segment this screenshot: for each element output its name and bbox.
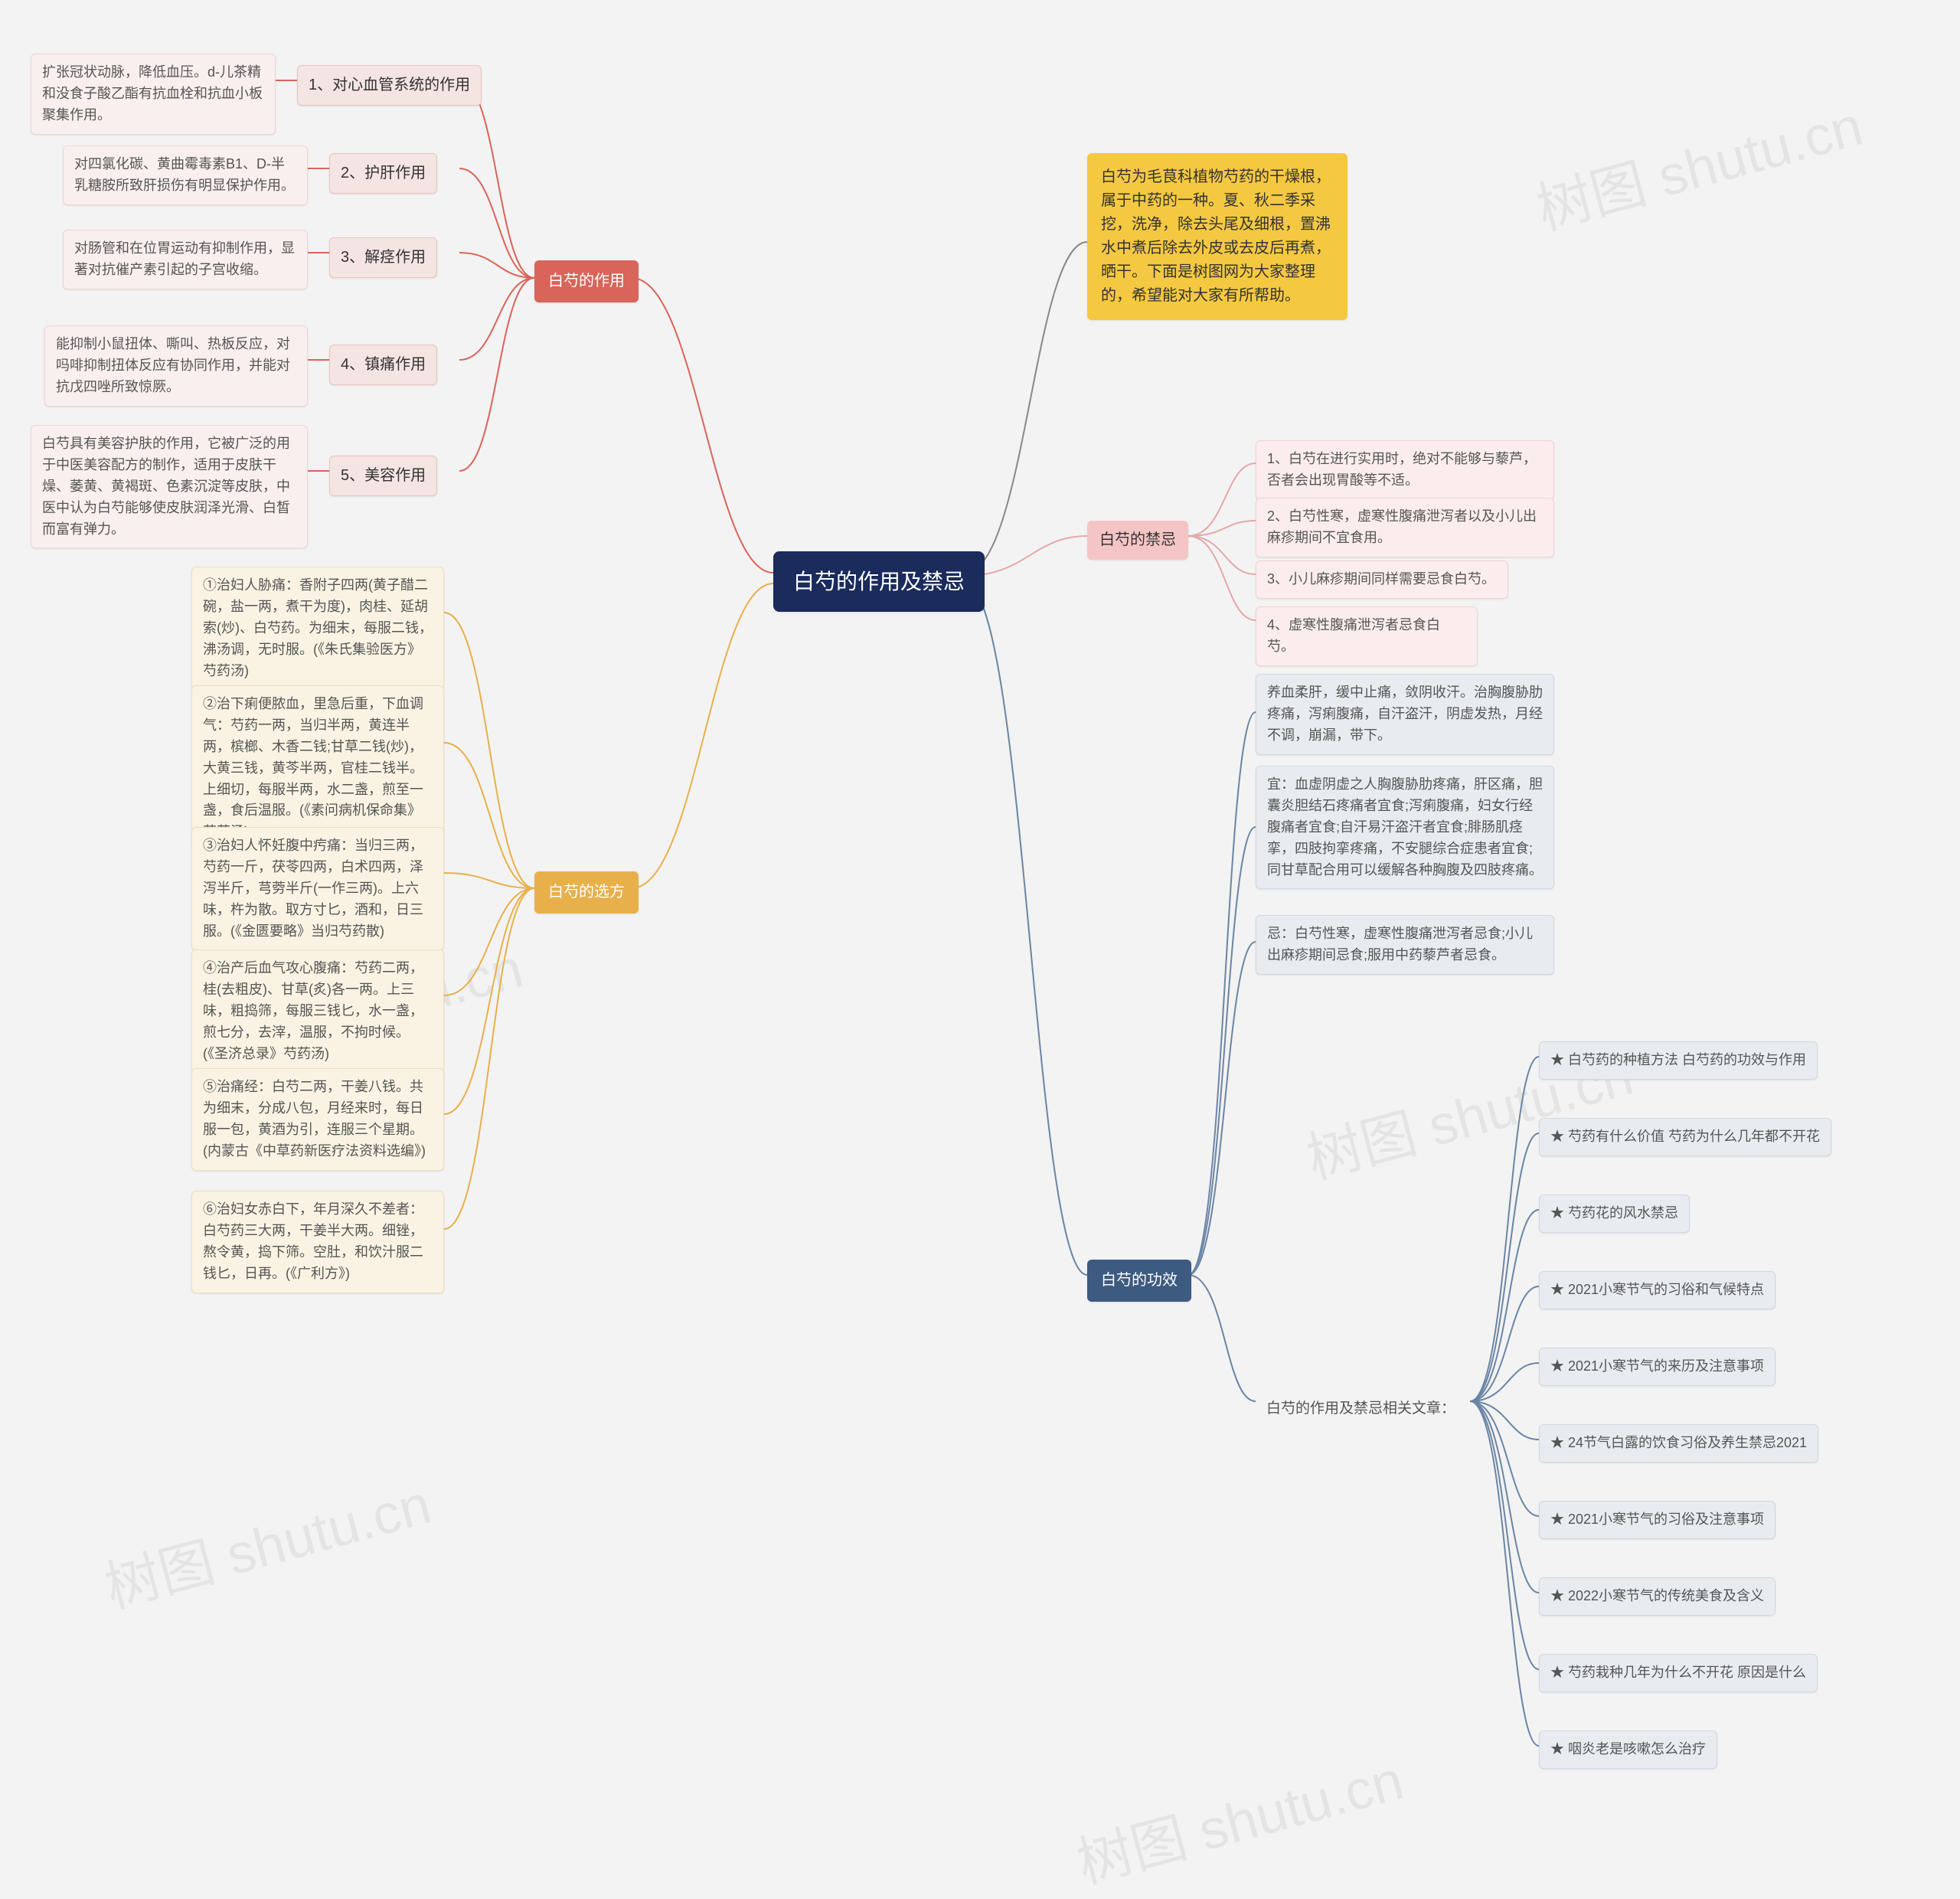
watermark: 树图 shutu.cn <box>1067 1734 1411 1898</box>
related-5[interactable]: ★ 2021小寒节气的来历及注意事项 <box>1539 1348 1775 1386</box>
effect-item-3[interactable]: 3、解痉作用 <box>329 237 437 278</box>
prescription-6: ⑥治妇女赤白下，年月深久不差者：白芍药三大两，干姜半大两。细锉，熬令黄，捣下筛。… <box>191 1191 444 1293</box>
related-7[interactable]: ★ 2021小寒节气的习俗及注意事项 <box>1539 1501 1775 1539</box>
watermark: 树图 shutu.cn <box>1527 80 1870 244</box>
effect-detail-1: 扩张冠状动脉，降低血压。d-儿茶精和没食子酸乙酯有抗血栓和抗血小板聚集作用。 <box>31 54 276 135</box>
effect-item-5[interactable]: 5、美容作用 <box>329 456 437 496</box>
effect-detail-3: 对肠管和在位胃运动有抑制作用，显著对抗催产素引起的子宫收缩。 <box>63 230 308 289</box>
taboo-node[interactable]: 白芍的禁忌 <box>1087 521 1188 560</box>
prescriptions-node[interactable]: 白芍的选方 <box>534 871 639 914</box>
effect-detail-2: 对四氯化碳、黄曲霉毒素B1、D-半乳糖胺所致肝损伤有明显保护作用。 <box>63 145 308 205</box>
effects-node[interactable]: 白芍的作用 <box>534 260 639 302</box>
benefits-node[interactable]: 白芍的功效 <box>1087 1260 1191 1302</box>
taboo-1: 1、白芍在进行实用时，绝对不能够与藜芦，否者会出现胃酸等不适。 <box>1256 440 1554 500</box>
related-8[interactable]: ★ 2022小寒节气的传统美食及含义 <box>1539 1577 1775 1616</box>
intro-box: 白芍为毛茛科植物芍药的干燥根，属于中药的一种。夏、秋二季采挖，洗净，除去头尾及细… <box>1087 153 1348 320</box>
benefit-summary-2: 宜：血虚阴虚之人胸腹胁肋疼痛，肝区痛，胆囊炎胆结石疼痛者宜食;泻痢腹痛，妇女行经… <box>1256 766 1554 889</box>
related-3[interactable]: ★ 芍药花的风水禁忌 <box>1539 1195 1690 1233</box>
related-articles-node[interactable]: 白芍的作用及禁忌相关文章： <box>1256 1390 1466 1427</box>
prescription-1: ①治妇人胁痛：香附子四两(黄子醋二碗，盐一两，煮干为度)，肉桂、延胡索(炒)、白… <box>191 567 444 690</box>
benefit-summary-1: 养血柔肝，缓中止痛，敛阴收汗。治胸腹胁肋疼痛，泻痢腹痛，自汗盗汗，阴虚发热，月经… <box>1256 674 1554 755</box>
effect-item-4[interactable]: 4、镇痛作用 <box>329 345 437 385</box>
effect-detail-4: 能抑制小鼠扭体、嘶叫、热板反应，对吗啡抑制扭体反应有协同作用，并能对抗戊四唑所致… <box>44 325 308 407</box>
taboo-4: 4、虚寒性腹痛泄泻者忌食白芍。 <box>1256 606 1478 666</box>
related-2[interactable]: ★ 芍药有什么价值 芍药为什么几年都不开花 <box>1539 1118 1831 1156</box>
related-6[interactable]: ★ 24节气白露的饮食习俗及养生禁忌2021 <box>1539 1424 1818 1463</box>
taboo-2: 2、白芍性寒，虚寒性腹痛泄泻者以及小儿出麻疹期间不宜食用。 <box>1256 498 1554 557</box>
effect-detail-5: 白芍具有美容护肤的作用，它被广泛的用于中医美容配方的制作，适用于皮肤干燥、萎黄、… <box>31 425 308 548</box>
related-4[interactable]: ★ 2021小寒节气的习俗和气候特点 <box>1539 1271 1775 1309</box>
prescription-4: ④治产后血气攻心腹痛：芍药二两，桂(去粗皮)、甘草(炙)各一两。上三味，粗捣筛，… <box>191 950 444 1073</box>
taboo-3: 3、小儿麻疹期间同样需要忌食白芍。 <box>1256 561 1508 599</box>
watermark: 树图 shutu.cn <box>95 1459 439 1623</box>
root-node[interactable]: 白芍的作用及禁忌 <box>773 551 985 612</box>
related-1[interactable]: ★ 白芍药的种植方法 白芍药的功效与作用 <box>1539 1041 1818 1080</box>
benefit-summary-3: 忌：白芍性寒，虚寒性腹痛泄泻者忌食;小儿出麻疹期间忌食;服用中药藜芦者忌食。 <box>1256 915 1554 975</box>
related-9[interactable]: ★ 芍药栽种几年为什么不开花 原因是什么 <box>1539 1654 1818 1692</box>
prescription-5: ⑤治痛经：白芍二两，干姜八钱。共为细末，分成八包，月经来时，每日服一包，黄酒为引… <box>191 1068 444 1171</box>
prescription-3: ③治妇人怀妊腹中㽲痛：当归三两，芍药一斤，茯苓四两，白术四两，泽泻半斤，芎䓖半斤… <box>191 827 444 950</box>
effect-item-2[interactable]: 2、护肝作用 <box>329 153 437 194</box>
related-10[interactable]: ★ 咽炎老是咳嗽怎么治疗 <box>1539 1731 1717 1769</box>
effect-item-1[interactable]: 1、对心血管系统的作用 <box>297 65 482 106</box>
